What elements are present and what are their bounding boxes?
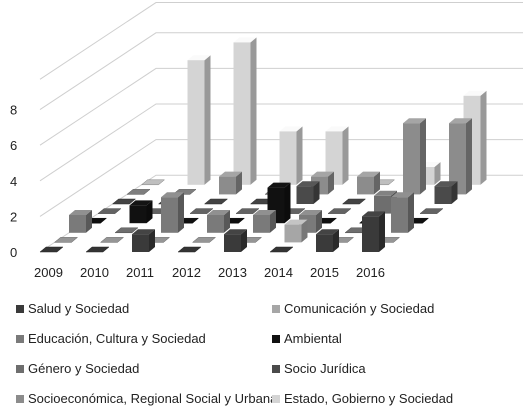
y-tick-label: 6 [10, 138, 17, 153]
legend-swatch [16, 395, 24, 403]
legend-swatch [16, 305, 24, 313]
legend-label: Estado, Gobierno y Sociedad [284, 391, 454, 406]
bar [224, 229, 247, 252]
gridline [39, 2, 523, 80]
bar [203, 198, 229, 205]
bar [362, 211, 385, 252]
bar [403, 118, 426, 195]
bar [235, 208, 260, 214]
bar [327, 208, 352, 214]
x-tick-label: 2010 [80, 265, 109, 280]
bar [114, 227, 139, 234]
y-tick-label: 4 [10, 174, 17, 189]
x-tick-label: 2011 [126, 265, 154, 280]
x-axis: 2009 2010 2011 2012 2013 2014 2015 2016 [34, 265, 385, 280]
bar [341, 198, 367, 205]
bar [357, 171, 380, 195]
x-tick-label: 2014 [264, 265, 293, 280]
bar [99, 237, 125, 243]
bar [449, 118, 472, 195]
legend-label: Género y Sociedad [28, 361, 140, 376]
bar [177, 246, 202, 253]
legend-label: Socioeconómica, Regional Social y Urbana [28, 391, 278, 406]
bar [269, 246, 294, 253]
bar [111, 198, 137, 205]
legend-label: Comunicación y Sociedad [284, 301, 435, 316]
gridline [39, 103, 523, 182]
bar [132, 229, 155, 252]
bar [126, 189, 151, 195]
bar [325, 126, 349, 185]
y-tick-label: 8 [10, 103, 17, 118]
legend-swatch [272, 305, 280, 313]
x-tick-label: 2016 [356, 265, 385, 280]
bar [69, 210, 92, 233]
legend-swatch [16, 365, 24, 373]
bar [191, 237, 217, 243]
legend-label: Salud y Sociedad [28, 301, 130, 316]
x-tick-label: 2013 [218, 265, 247, 280]
y-axis: 0 2 4 6 8 [10, 103, 17, 260]
gridline [39, 67, 523, 146]
legend-label: Socio Jurídica [284, 361, 366, 376]
bar [129, 200, 153, 224]
bar [85, 246, 110, 253]
bar [284, 219, 308, 243]
bar [161, 192, 184, 233]
gridline [39, 32, 523, 111]
bar [233, 37, 257, 185]
legend-swatch [16, 335, 24, 343]
bar-group [39, 37, 487, 253]
bar [97, 208, 122, 214]
bar [391, 192, 414, 233]
legend-swatch [272, 395, 280, 403]
bar [53, 237, 79, 243]
x-tick-label: 2012 [172, 265, 201, 280]
y-tick-label: 2 [10, 209, 17, 224]
bar [296, 181, 320, 204]
bar [419, 208, 444, 214]
legend-label: Educación, Cultura y Sociedad [28, 331, 206, 346]
bar [140, 179, 166, 186]
bar [316, 229, 339, 252]
bar [434, 181, 458, 204]
y-tick-label: 0 [10, 245, 17, 260]
bar [39, 246, 64, 253]
bar [279, 126, 303, 185]
x-tick-label: 2015 [310, 265, 339, 280]
x-tick-label: 2009 [34, 265, 63, 280]
bar [253, 210, 276, 233]
legend-swatch [272, 335, 280, 343]
bar [187, 55, 211, 185]
legend-label: Ambiental [284, 331, 342, 346]
bar [189, 208, 214, 214]
bar [207, 210, 230, 233]
bar [219, 171, 242, 195]
legend-swatch [272, 365, 280, 373]
